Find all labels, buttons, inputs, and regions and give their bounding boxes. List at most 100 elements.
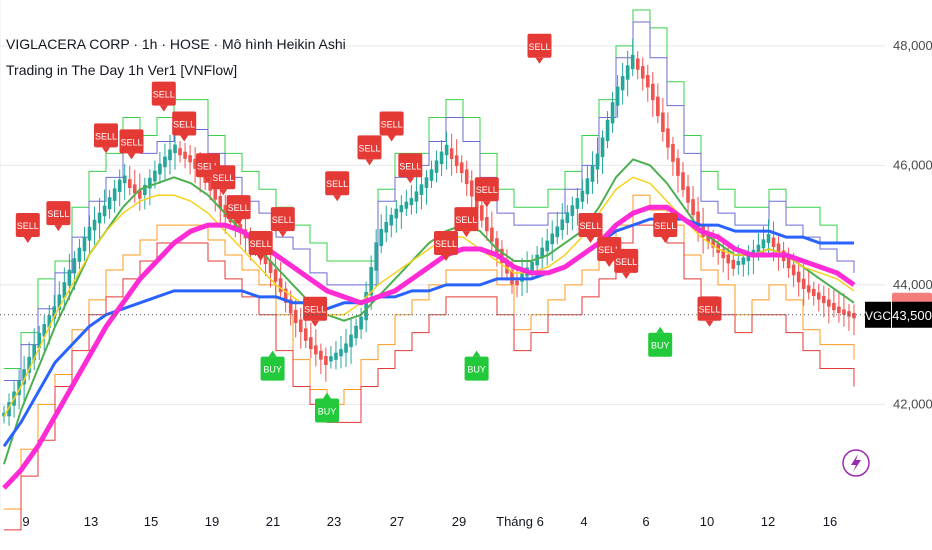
candle-body bbox=[550, 233, 555, 245]
sell-signal-label: SELL bbox=[399, 161, 421, 171]
candle-body bbox=[635, 58, 640, 70]
candle-body bbox=[57, 294, 62, 311]
candle-body bbox=[409, 198, 414, 206]
sell-signal[interactable]: SELL bbox=[15, 213, 40, 244]
sell-signal[interactable]: SELL bbox=[46, 201, 71, 232]
sell-signal-label: SELL bbox=[476, 185, 498, 195]
candle-body bbox=[263, 251, 268, 265]
candle-body bbox=[92, 219, 97, 231]
sell-signal-pointer bbox=[387, 135, 396, 142]
candle-body bbox=[163, 156, 167, 168]
sell-signal-label: SELL bbox=[358, 143, 380, 153]
candle-body bbox=[359, 316, 363, 330]
sell-signal[interactable]: SELL bbox=[527, 33, 552, 64]
candle-body bbox=[319, 350, 323, 360]
sell-signal-box bbox=[248, 230, 273, 255]
buy-signal-box bbox=[315, 398, 339, 423]
candle-body bbox=[847, 311, 851, 317]
candle-body bbox=[696, 211, 700, 228]
buy-signal[interactable]: BUY bbox=[648, 326, 673, 357]
candle-body bbox=[429, 169, 434, 181]
candle-body bbox=[630, 54, 635, 70]
candle-body bbox=[545, 240, 549, 252]
buy-signal[interactable]: BUY bbox=[260, 350, 285, 381]
x-tick-label: 23 bbox=[327, 514, 341, 529]
sell-signal-pointer bbox=[180, 135, 189, 142]
lightning-icon[interactable] bbox=[842, 449, 870, 477]
sell-signal-pointer bbox=[333, 195, 342, 202]
sell-signal-box bbox=[434, 230, 458, 255]
candle-body bbox=[288, 299, 293, 314]
sell-signal[interactable]: SELL bbox=[474, 177, 499, 208]
buy-signal-label: BUY bbox=[651, 341, 670, 351]
ma-mid-line bbox=[3, 158, 855, 465]
sell-signal-box bbox=[614, 248, 639, 273]
candle-body bbox=[158, 163, 162, 175]
candle-body bbox=[595, 153, 600, 170]
sell-signal[interactable]: SELL bbox=[94, 123, 118, 154]
buy-signal-box bbox=[260, 356, 285, 381]
y-tick-label: 42,000 bbox=[893, 396, 932, 411]
sell-signal-box bbox=[379, 111, 404, 136]
sell-signal[interactable]: SELL bbox=[454, 207, 479, 238]
sell-signal[interactable]: SELL bbox=[578, 213, 603, 244]
sell-signal[interactable]: SELL bbox=[226, 195, 251, 226]
sell-signal-pointer bbox=[159, 105, 168, 112]
candle-body bbox=[87, 226, 92, 241]
chart-title: VIGLACERA CORP · 1h · HOSE · Mô hình Hei… bbox=[6, 36, 346, 52]
buy-signal[interactable]: BUY bbox=[464, 350, 489, 381]
sell-signal[interactable]: SELL bbox=[119, 129, 144, 160]
sell-signal-box bbox=[119, 129, 144, 154]
candle-body bbox=[505, 259, 509, 274]
sell-signal[interactable]: SELL bbox=[357, 135, 382, 166]
candle-body bbox=[786, 257, 791, 269]
candle-body bbox=[459, 162, 464, 174]
candle-body bbox=[193, 158, 197, 169]
candle-body bbox=[671, 144, 675, 162]
candle-body bbox=[384, 221, 389, 233]
sell-signal-pointer bbox=[482, 201, 491, 208]
sell-signal[interactable]: SELL bbox=[303, 296, 328, 327]
candle-body bbox=[364, 291, 368, 321]
buy-signal-box bbox=[648, 332, 673, 357]
candle-body bbox=[801, 278, 806, 289]
sell-signal[interactable]: SELL bbox=[151, 81, 176, 112]
sell-signal[interactable]: SELL bbox=[434, 230, 458, 261]
sell-signal-pointer bbox=[102, 147, 110, 154]
sell-signal-pointer bbox=[365, 159, 374, 166]
sell-signal-box bbox=[94, 123, 118, 148]
sell-signal[interactable]: SELL bbox=[211, 165, 236, 196]
sell-signal[interactable]: SELL bbox=[172, 111, 197, 142]
candle-body bbox=[620, 76, 625, 91]
sell-signal[interactable]: SELL bbox=[379, 111, 404, 142]
sell-signal[interactable]: SELL bbox=[697, 296, 722, 327]
candle-body bbox=[736, 261, 741, 266]
candle-body bbox=[454, 155, 459, 167]
sell-signal-pointer bbox=[219, 189, 228, 196]
candle-body bbox=[535, 254, 539, 266]
candle-body bbox=[334, 352, 338, 360]
sell-signal[interactable]: SELL bbox=[270, 207, 295, 238]
candle-body bbox=[771, 237, 776, 248]
candle-body bbox=[726, 254, 731, 264]
candle-body bbox=[72, 258, 77, 274]
sell-signal[interactable]: SELL bbox=[325, 171, 350, 202]
sell-signal[interactable]: SELL bbox=[653, 213, 678, 244]
sell-signal-box bbox=[357, 135, 382, 160]
sell-signal[interactable]: SELL bbox=[398, 153, 423, 184]
x-tick-label: 21 bbox=[266, 514, 280, 529]
candle-body bbox=[741, 257, 746, 265]
sell-signal-pointer bbox=[23, 237, 32, 244]
candle-body bbox=[590, 165, 595, 182]
band-upper bbox=[4, 21, 855, 381]
candle-body bbox=[188, 155, 192, 163]
y-tick-label: 48,000 bbox=[893, 38, 932, 53]
sell-signal[interactable]: SELL bbox=[248, 230, 273, 261]
last-price-tag bbox=[892, 301, 932, 328]
buy-signal[interactable]: BUY bbox=[315, 392, 339, 423]
candle-body bbox=[404, 201, 409, 209]
candle-body bbox=[208, 179, 213, 191]
sell-signal[interactable]: SELL bbox=[614, 248, 639, 279]
candle-body bbox=[796, 271, 801, 283]
